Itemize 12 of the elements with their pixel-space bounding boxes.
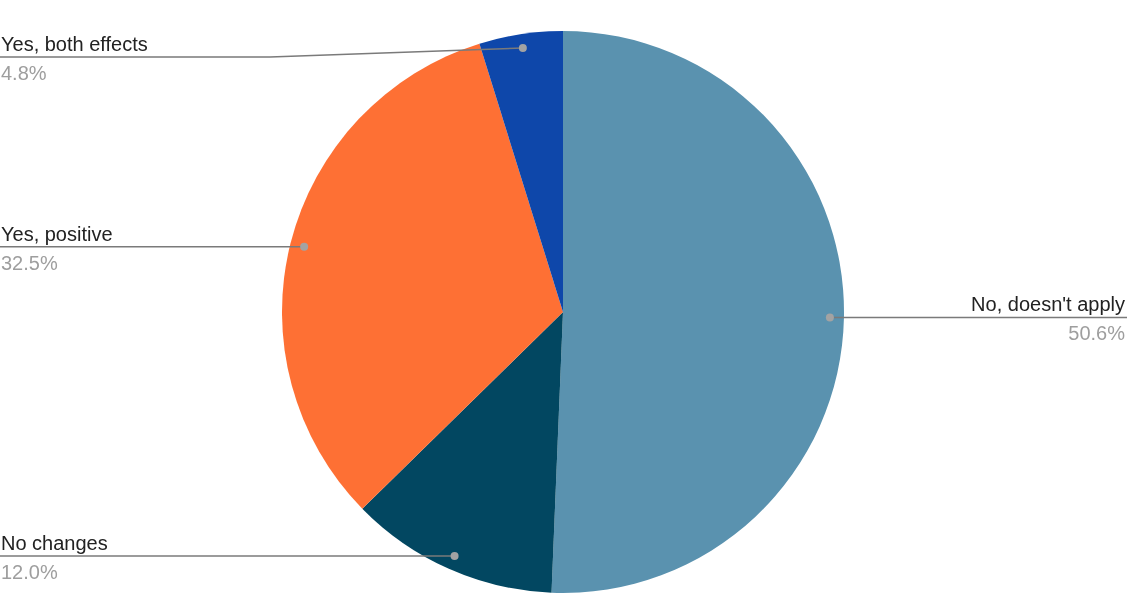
data-label: 32.5% — [1, 251, 58, 274]
slice-label: Yes, positive — [1, 222, 113, 245]
pie-slice — [479, 31, 563, 312]
slice-label: Yes, both effects — [1, 33, 148, 55]
pie-slice — [282, 43, 563, 509]
data-label: 50.6% — [1068, 322, 1126, 345]
slice-label: No changes — [1, 531, 108, 554]
pie-slice — [551, 31, 844, 593]
slice-label: No, doesn't apply — [971, 293, 1125, 316]
data-label: 4.8% — [1, 62, 47, 84]
pie-slice — [362, 312, 563, 593]
data-label: 12.0% — [1, 560, 58, 583]
